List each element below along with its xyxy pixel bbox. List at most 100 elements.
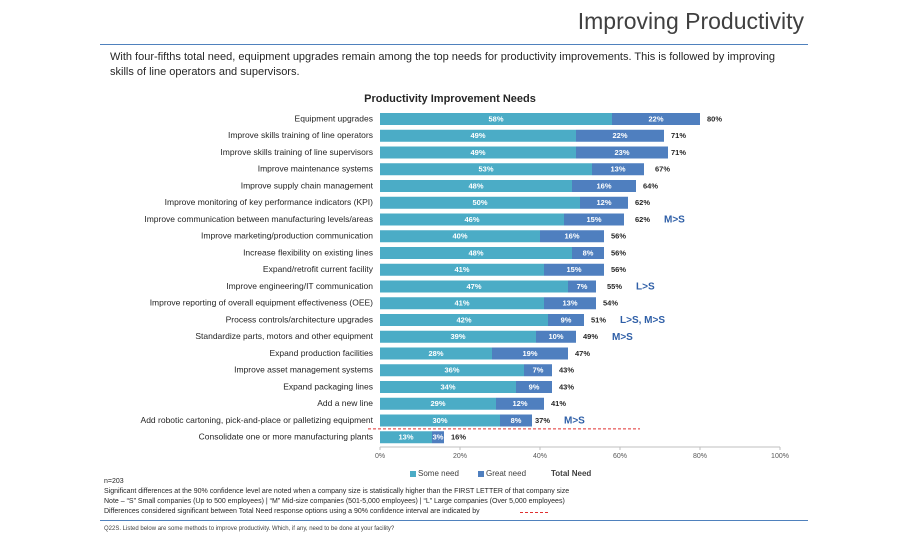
bar-segment xyxy=(564,213,624,226)
x-tick-label: 40% xyxy=(533,453,547,460)
bar-segment xyxy=(380,263,544,276)
value-label: 50% xyxy=(472,198,487,207)
rule xyxy=(100,520,808,521)
footnote: Significant differences at the 90% confi… xyxy=(104,488,570,495)
total-label: 54% xyxy=(603,299,618,308)
bar-segment xyxy=(380,364,524,377)
bar-segment xyxy=(380,146,576,159)
value-label: 34% xyxy=(440,382,455,391)
bar-segment xyxy=(380,381,516,393)
dash-sample xyxy=(520,512,548,513)
value-label: 13% xyxy=(562,299,577,308)
value-label: 22% xyxy=(612,131,627,140)
category-label: Improve skills training of line supervis… xyxy=(220,147,373,157)
total-label: 71% xyxy=(671,131,686,140)
total-label: 62% xyxy=(635,198,650,207)
significance-label: L>S, M>S xyxy=(620,315,665,326)
total-label: 56% xyxy=(611,248,626,257)
bar-segment xyxy=(380,280,568,293)
category-label: Expand/retrofit current facility xyxy=(263,264,374,274)
x-tick-label: 20% xyxy=(453,453,467,460)
bar-segment xyxy=(380,347,492,360)
significance-label: L>S xyxy=(636,282,655,293)
value-label: 7% xyxy=(533,366,544,375)
value-label: 40% xyxy=(452,232,467,241)
rule xyxy=(100,44,808,45)
value-label: 12% xyxy=(596,198,611,207)
bar-segment xyxy=(576,146,668,159)
value-label: 41% xyxy=(454,299,469,308)
bar-segment xyxy=(592,163,644,176)
category-label: Consolidate one or more manufacturing pl… xyxy=(199,432,373,442)
bar-segment xyxy=(544,263,604,276)
category-label: Increase flexibility on existing lines xyxy=(243,247,373,257)
value-label: 39% xyxy=(450,332,465,341)
bar-segment xyxy=(380,129,576,142)
bar-segment xyxy=(380,196,580,209)
total-label: 41% xyxy=(551,399,566,408)
value-label: 29% xyxy=(430,399,445,408)
category-label: Equipment upgrades xyxy=(295,113,373,123)
value-label: 42% xyxy=(456,315,471,324)
x-tick-label: 100% xyxy=(771,453,789,460)
category-label: Add a new line xyxy=(317,398,373,408)
bar-segment xyxy=(380,330,536,343)
slide-title: Improving Productivity xyxy=(577,8,804,34)
category-label: Improve communication between manufactur… xyxy=(144,214,373,224)
bar-segment xyxy=(432,431,444,444)
significance-label: M>S xyxy=(664,215,685,226)
value-label: 13% xyxy=(610,165,625,174)
x-tick-label: 60% xyxy=(613,453,627,460)
value-label: 49% xyxy=(470,131,485,140)
category-label: Improve engineering/IT communication xyxy=(226,281,373,291)
category-label: Improve monitoring of key performance in… xyxy=(165,197,374,207)
bar-segment xyxy=(548,314,584,326)
value-label: 15% xyxy=(586,215,601,224)
total-label: 37% xyxy=(535,416,550,425)
bar-segment xyxy=(380,113,612,125)
total-label: 47% xyxy=(575,349,590,358)
value-label: 15% xyxy=(566,265,581,274)
total-label: 51% xyxy=(591,315,606,324)
bar-segment xyxy=(380,247,572,259)
total-label: 49% xyxy=(583,332,598,341)
category-label: Process controls/architecture upgrades xyxy=(226,314,373,324)
legend-label: Great need xyxy=(486,469,526,478)
category-label: Standardize parts, motors and other equi… xyxy=(195,331,373,341)
chart: Productivity Improvement Needs 0% 20% 40% 6… xyxy=(141,93,789,478)
value-label: 7% xyxy=(577,282,588,291)
total-label: 62% xyxy=(635,215,650,224)
category-label: Improve supply chain management xyxy=(241,180,374,190)
value-label: 48% xyxy=(468,248,483,257)
value-label: 22% xyxy=(648,114,663,123)
value-label: 58% xyxy=(488,114,503,123)
total-label: 64% xyxy=(643,181,658,190)
value-label: 46% xyxy=(464,215,479,224)
bar-segment xyxy=(540,230,604,243)
value-label: 16% xyxy=(596,181,611,190)
bar-segment xyxy=(380,431,432,444)
category-label: Improve skills training of line operator… xyxy=(228,130,373,140)
bar-segment xyxy=(572,180,636,192)
total-label: 56% xyxy=(611,265,626,274)
category-label: Expand production facilities xyxy=(270,348,373,358)
bar-segment xyxy=(496,397,544,410)
total-label: 55% xyxy=(607,282,622,291)
significance-label: M>S xyxy=(612,332,633,343)
value-label: 3% xyxy=(433,433,444,442)
value-label: 41% xyxy=(454,265,469,274)
value-label: 53% xyxy=(478,165,493,174)
total-label: 43% xyxy=(559,366,574,375)
footnote: Note – “S” Small companies (Up to 500 em… xyxy=(104,498,565,505)
question: Q22S. Listed below are some methods to i… xyxy=(104,526,395,532)
total-label: 71% xyxy=(671,148,686,157)
bar-segment xyxy=(544,297,596,310)
bar-segment xyxy=(380,213,564,226)
value-label: 28% xyxy=(428,349,443,358)
bar-segment xyxy=(380,314,548,326)
footnote: n=203 xyxy=(104,478,124,485)
total-label: 43% xyxy=(559,382,574,391)
legend-swatch xyxy=(410,471,416,477)
value-label: 36% xyxy=(444,366,459,375)
